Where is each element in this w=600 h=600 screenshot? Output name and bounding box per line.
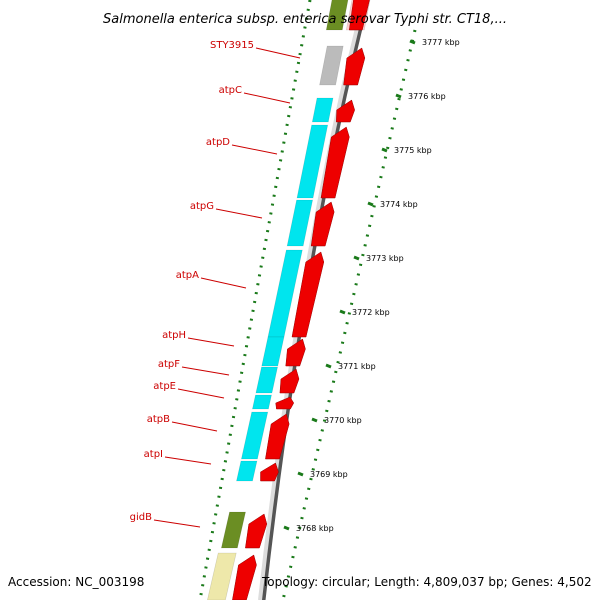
gene-label-gidB: gidB: [130, 512, 152, 523]
label-connector: [231, 144, 278, 155]
tick-label: 3774 kbp: [380, 200, 418, 209]
gene-bottom-partial: [207, 552, 237, 600]
gene-STY3915: [319, 45, 344, 86]
gene-label-atpA: atpA: [176, 270, 199, 281]
kbp-ticks: 3777 kbp 3776 kbp 3775 kbp 3774 kbp 3773 kbp…: [198, 0, 460, 600]
gene-label-atpI: atpI: [144, 449, 163, 460]
map-title: Salmonella enterica subsp. enterica sero…: [103, 12, 507, 27]
gene-track: [207, 0, 371, 600]
gene-atpG: [286, 199, 313, 247]
label-connector: [200, 277, 247, 289]
major-tick: [339, 309, 346, 315]
label-connector: [187, 337, 235, 347]
major-tick: [381, 147, 388, 153]
gene-atpF: [255, 366, 278, 394]
major-tick: [367, 201, 374, 207]
gene-label-STY3915: STY3915: [210, 40, 254, 51]
gene-gidB: [220, 511, 246, 549]
tick-label: 3775 kbp: [394, 146, 432, 155]
tick-label: 3769 kbp: [310, 470, 348, 479]
gene-label-atpD: atpD: [206, 137, 230, 148]
label-connector: [215, 208, 263, 219]
label-connector: [177, 388, 225, 399]
gene-gidB-arrow: [245, 513, 268, 549]
inner-tick-line: [198, 0, 312, 600]
gene-atpD: [296, 124, 329, 199]
label-connector: [255, 47, 301, 59]
gene-label-atpC: atpC: [219, 85, 242, 96]
major-tick: [311, 417, 318, 423]
gene-atpH: [261, 336, 285, 367]
gene-atpI-arrow: [260, 462, 279, 482]
gene-atpG-arrow: [310, 201, 335, 247]
major-tick: [283, 525, 290, 531]
major-tick: [409, 39, 416, 45]
gene-bottom-strand-arrow: [232, 554, 257, 600]
tick-label: 3768 kbp: [296, 524, 334, 533]
topology-text: Topology: circular; Length: 4,809,037 bp…: [261, 575, 592, 589]
gene-atpH-arrow: [285, 338, 306, 367]
gene-label-atpB: atpB: [147, 414, 170, 425]
gene-atpB-arrow: [265, 413, 290, 460]
major-tick: [353, 255, 360, 261]
gene-atpD-arrow: [320, 126, 350, 199]
major-tick: [395, 93, 402, 99]
gene-atpB: [241, 411, 269, 460]
tick-label: 3777 kbp: [422, 38, 460, 47]
label-connector: [153, 519, 201, 528]
major-tick: [297, 471, 304, 477]
tick-label: 3771 kbp: [338, 362, 376, 371]
accession-text: Accession: NC_003198: [8, 575, 144, 589]
gene-atpF-arrow: [279, 368, 300, 394]
gene-top-strand-arrow: [348, 0, 370, 31]
gene-atpC: [311, 97, 334, 123]
tick-label: 3773 kbp: [366, 254, 404, 263]
gene-label-atpH: atpH: [162, 330, 186, 341]
gene-atpA-arrow: [291, 251, 325, 338]
gene-atpE-arrow: [275, 396, 295, 410]
major-tick: [325, 363, 332, 369]
gene-label-atpE: atpE: [153, 381, 176, 392]
gene-label-atpF: atpF: [158, 359, 180, 370]
gene-top-partial: [325, 0, 349, 31]
label-connector: [164, 456, 212, 465]
tick-label: 3776 kbp: [408, 92, 446, 101]
label-connector: [171, 421, 218, 432]
gene-atpI: [236, 460, 258, 482]
tick-label: 3770 kbp: [324, 416, 362, 425]
tick-label: 3772 kbp: [352, 308, 390, 317]
label-connector: [181, 366, 230, 376]
label-connector: [243, 92, 291, 104]
gene-label-atpG: atpG: [190, 201, 214, 212]
gene-atpC-arrow: [336, 99, 355, 123]
gene-atpE: [252, 394, 272, 410]
gene-labels: STY3915 atpC atpD atpG atpA atpH atpF atpE atpB a…: [130, 40, 301, 528]
gene-STY3915-arrow: [343, 47, 366, 86]
